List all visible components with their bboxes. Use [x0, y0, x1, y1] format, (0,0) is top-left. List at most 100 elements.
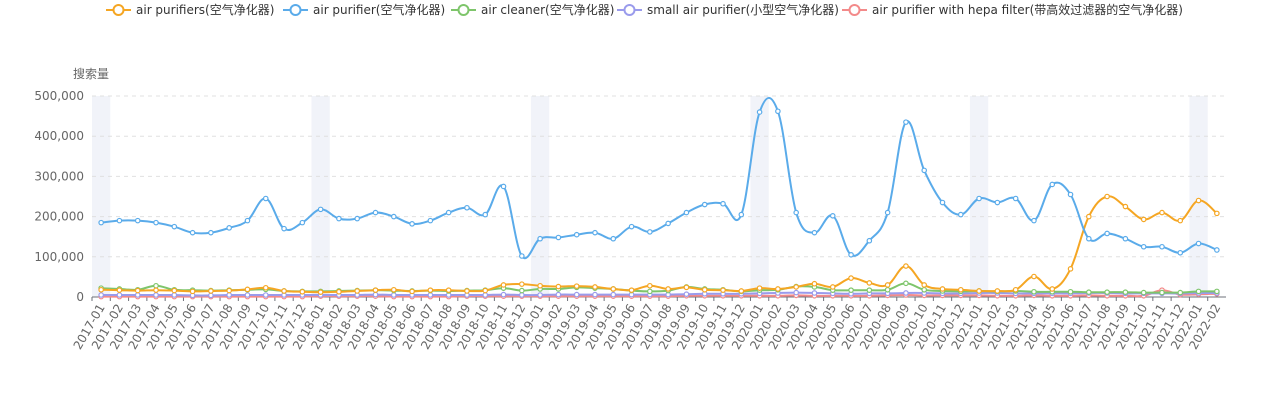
data-point[interactable]: [116, 217, 123, 224]
data-point[interactable]: [811, 290, 818, 296]
data-point[interactable]: [1012, 286, 1019, 293]
data-point[interactable]: [500, 282, 507, 288]
data-point[interactable]: [372, 291, 379, 298]
data-point[interactable]: [866, 287, 873, 293]
data-point[interactable]: [208, 288, 214, 294]
data-point[interactable]: [390, 292, 397, 298]
data-point[interactable]: [921, 282, 928, 288]
data-point[interactable]: [939, 286, 946, 292]
data-point[interactable]: [500, 183, 507, 190]
data-point[interactable]: [537, 282, 543, 289]
data-point[interactable]: [793, 284, 799, 290]
data-point[interactable]: [445, 287, 452, 293]
data-point[interactable]: [1140, 216, 1147, 223]
data-point[interactable]: [647, 282, 653, 289]
data-point[interactable]: [427, 287, 434, 293]
data-point[interactable]: [464, 288, 470, 294]
data-point[interactable]: [903, 290, 909, 296]
data-point[interactable]: [336, 215, 342, 222]
data-point[interactable]: [1067, 288, 1074, 295]
data-point[interactable]: [555, 234, 562, 241]
data-point[interactable]: [683, 291, 690, 297]
data-point[interactable]: [1049, 181, 1056, 188]
data-point[interactable]: [464, 204, 470, 211]
data-point[interactable]: [1031, 273, 1037, 280]
data-point[interactable]: [647, 288, 653, 295]
data-point[interactable]: [1177, 289, 1184, 296]
data-point[interactable]: [610, 286, 617, 292]
data-point[interactable]: [134, 292, 141, 298]
data-point[interactable]: [573, 291, 580, 298]
data-point[interactable]: [610, 235, 617, 242]
data-point[interactable]: [1214, 288, 1220, 295]
data-point[interactable]: [409, 221, 415, 227]
data-point[interactable]: [957, 286, 964, 293]
data-point[interactable]: [262, 195, 269, 202]
data-point[interactable]: [537, 292, 543, 298]
data-point[interactable]: [262, 284, 269, 291]
data-point[interactable]: [1122, 235, 1129, 242]
legend-item[interactable]: air purifier(空气净化器): [283, 2, 445, 17]
data-point[interactable]: [592, 291, 598, 298]
data-point[interactable]: [189, 229, 196, 236]
data-point[interactable]: [244, 217, 251, 224]
data-point[interactable]: [976, 288, 982, 294]
data-point[interactable]: [98, 286, 104, 293]
data-point[interactable]: [208, 292, 214, 299]
data-point[interactable]: [281, 225, 287, 232]
data-point[interactable]: [317, 289, 324, 295]
data-point[interactable]: [226, 225, 232, 231]
data-point[interactable]: [98, 292, 104, 298]
data-point[interactable]: [500, 291, 507, 298]
data-point[interactable]: [793, 289, 799, 296]
data-point[interactable]: [903, 263, 909, 269]
data-point[interactable]: [738, 211, 745, 218]
data-point[interactable]: [647, 229, 653, 235]
data-point[interactable]: [628, 223, 635, 230]
data-point[interactable]: [427, 292, 434, 298]
data-point[interactable]: [98, 219, 104, 226]
data-point[interactable]: [1067, 191, 1074, 198]
data-point[interactable]: [354, 288, 361, 294]
data-point[interactable]: [1140, 289, 1147, 296]
data-point[interactable]: [811, 229, 818, 236]
data-point[interactable]: [153, 287, 159, 293]
data-point[interactable]: [994, 199, 1001, 206]
data-point[interactable]: [555, 291, 562, 298]
data-point[interactable]: [665, 286, 671, 292]
data-point[interactable]: [1159, 209, 1165, 216]
data-point[interactable]: [171, 287, 178, 294]
data-point[interactable]: [738, 288, 745, 294]
data-point[interactable]: [519, 287, 525, 294]
data-point[interactable]: [1086, 289, 1092, 295]
data-point[interactable]: [153, 292, 159, 298]
data-point[interactable]: [372, 287, 379, 293]
data-point[interactable]: [1140, 243, 1147, 250]
data-point[interactable]: [592, 229, 598, 236]
data-point[interactable]: [519, 281, 525, 287]
data-point[interactable]: [116, 287, 123, 293]
data-point[interactable]: [793, 209, 799, 216]
data-point[interactable]: [134, 217, 141, 224]
data-point[interactable]: [171, 292, 178, 298]
data-point[interactable]: [445, 209, 452, 216]
data-point[interactable]: [573, 231, 580, 238]
data-point[interactable]: [884, 282, 891, 288]
data-point[interactable]: [482, 287, 489, 294]
data-point[interactable]: [1012, 195, 1019, 202]
data-point[interactable]: [1067, 266, 1074, 272]
data-point[interactable]: [573, 283, 580, 289]
data-point[interactable]: [409, 288, 415, 295]
data-point[interactable]: [701, 201, 708, 208]
data-point[interactable]: [1122, 289, 1129, 295]
data-point[interactable]: [1195, 240, 1202, 247]
data-point[interactable]: [775, 286, 781, 292]
data-point[interactable]: [537, 235, 543, 242]
data-point[interactable]: [244, 292, 251, 298]
data-point[interactable]: [427, 217, 434, 224]
data-point[interactable]: [1159, 289, 1165, 296]
data-point[interactable]: [208, 229, 214, 236]
data-point[interactable]: [390, 213, 397, 220]
data-point[interactable]: [720, 200, 726, 207]
data-point[interactable]: [171, 223, 178, 230]
